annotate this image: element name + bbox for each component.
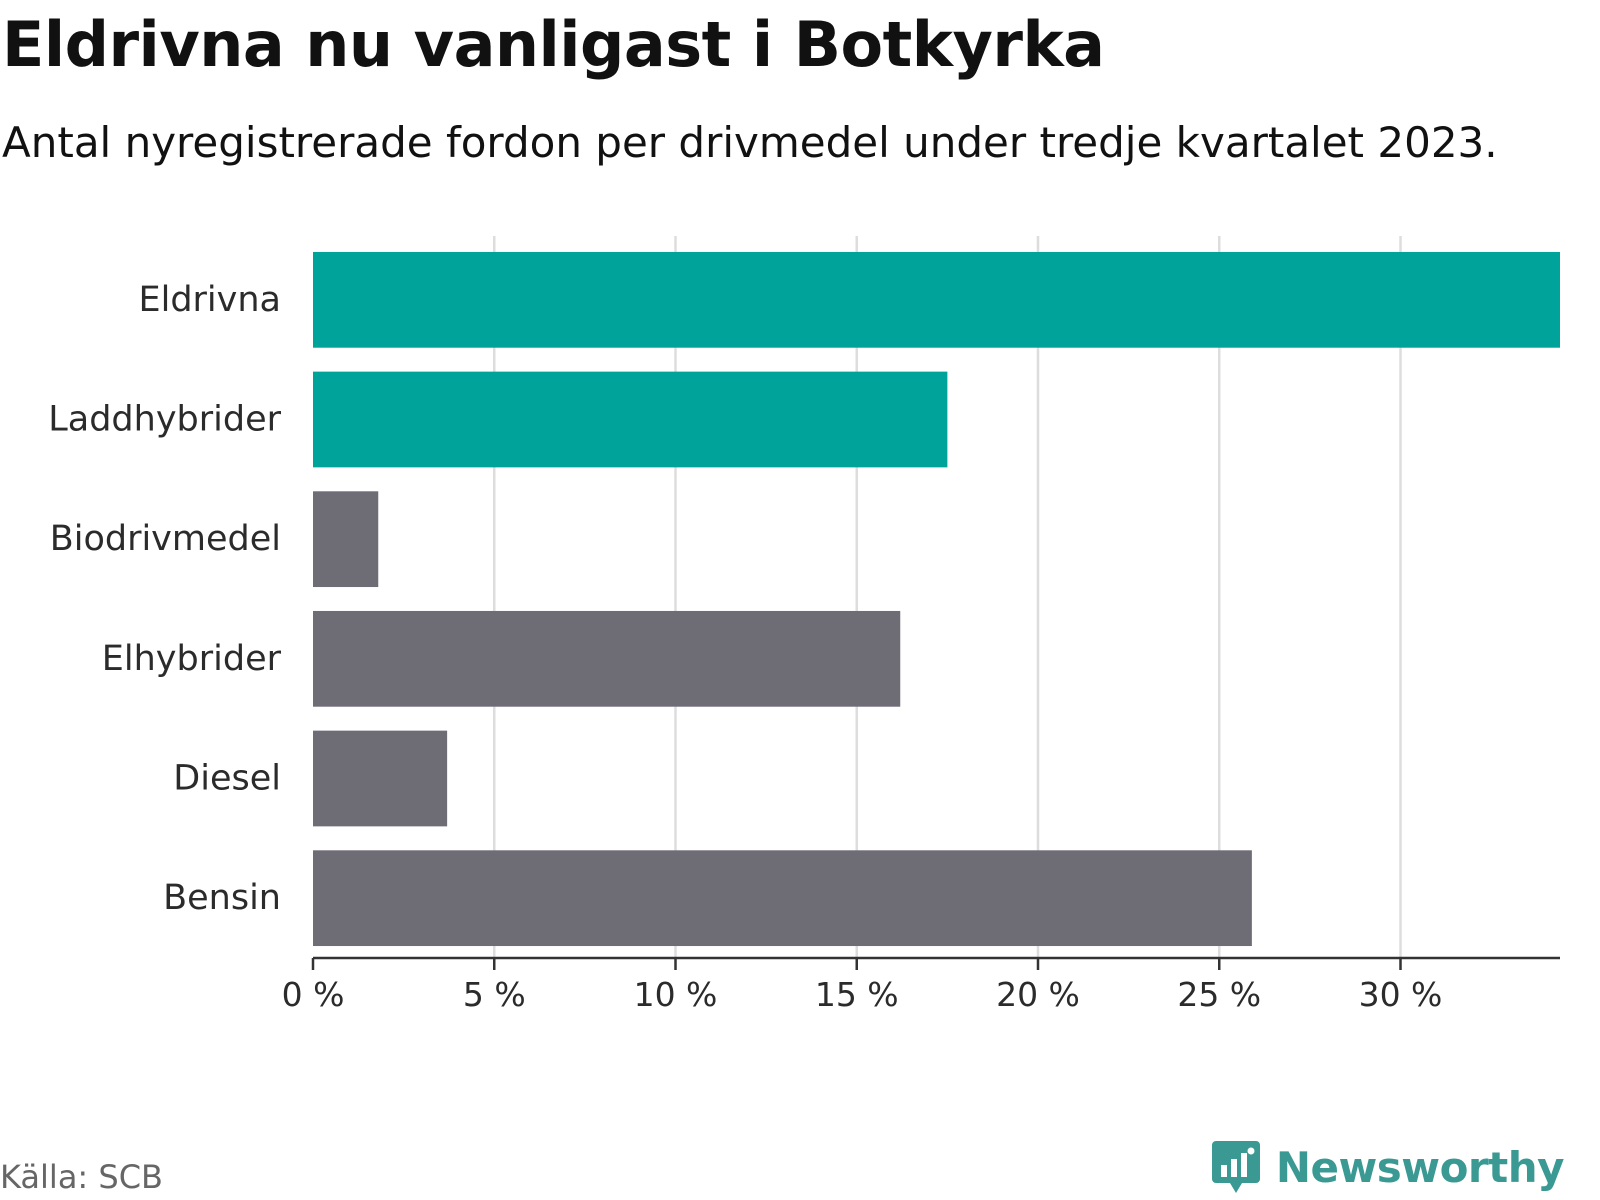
bar-elhybrider: [313, 610, 901, 707]
x-tick-label: 20 %: [996, 975, 1080, 1014]
bar-chart-bubble-icon: [1211, 1141, 1260, 1193]
x-tick-label: 25 %: [1177, 975, 1261, 1014]
bar-eldrivna: [313, 251, 1560, 348]
bar-laddhybrider: [313, 371, 948, 468]
category-label: Bensin: [163, 878, 281, 918]
category-labels: Eldrivna Laddhybrider Biodrivmedel Elhybrid…: [48, 280, 281, 918]
x-tick-label: 30 %: [1359, 975, 1443, 1014]
x-tick-label: 10 %: [634, 975, 718, 1014]
x-tick-label: 0 %: [282, 975, 345, 1014]
category-label: Eldrivna: [138, 280, 281, 320]
x-axis: 0 % 5 % 10 % 15 % 20 % 25 % 30 %: [282, 956, 1560, 1014]
brand-logo: Newsworthy: [1211, 1138, 1565, 1196]
x-tick-label: 5 %: [463, 975, 526, 1014]
brand-name: Newsworthy: [1275, 1142, 1565, 1192]
bar-chart: Eldrivna Laddhybrider Biodrivmedel Elhybrid…: [48, 236, 1560, 1014]
category-label: Laddhybrider: [48, 400, 281, 440]
source-note: Källa: SCB: [0, 1158, 163, 1196]
bar-biodrivmedel: [313, 491, 379, 588]
chart-subtitle: Antal nyregistrerade fordon per drivmede…: [2, 118, 1498, 167]
bar-bensin: [313, 850, 1252, 947]
bars: [313, 251, 1560, 947]
category-label: Elhybrider: [102, 639, 282, 679]
category-label: Diesel: [173, 759, 281, 799]
gridlines: [493, 236, 1402, 958]
x-tick-label: 15 %: [815, 975, 899, 1014]
chart-title: Eldrivna nu vanligast i Botkyrka: [2, 8, 1105, 81]
bar-diesel: [313, 730, 448, 827]
category-label: Biodrivmedel: [50, 519, 281, 559]
